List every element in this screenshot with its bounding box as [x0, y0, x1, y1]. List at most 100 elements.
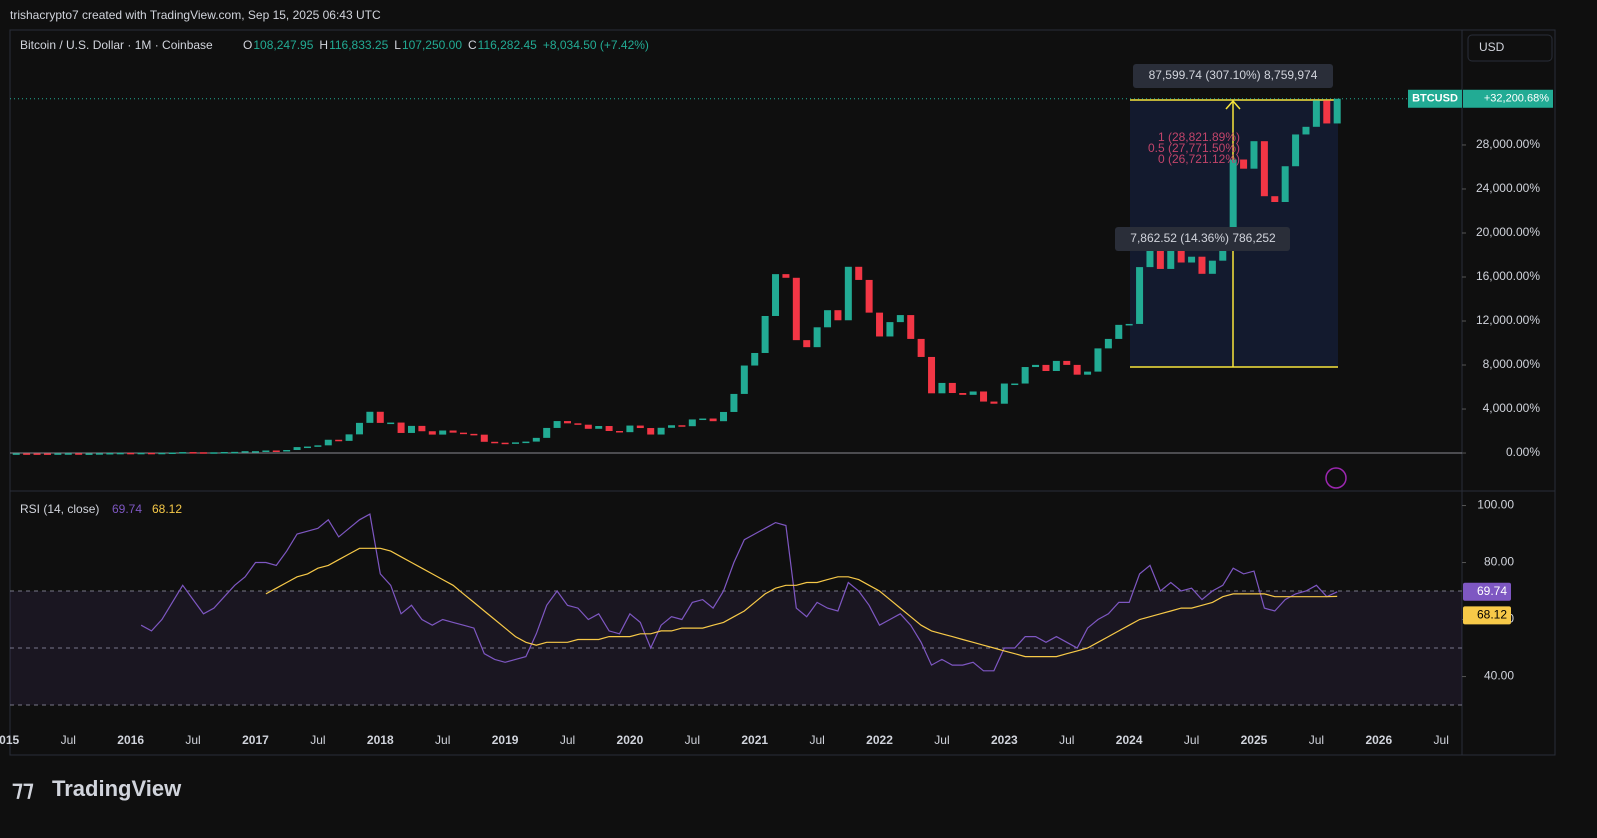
legend-key: O	[243, 38, 252, 52]
candle	[335, 439, 343, 442]
candle	[1156, 236, 1164, 269]
candle	[772, 274, 780, 316]
candle	[647, 428, 655, 435]
candle	[699, 418, 707, 421]
candle	[1125, 323, 1133, 326]
x-tick-label: Jul	[435, 733, 450, 747]
candle	[168, 452, 176, 455]
x-tick-label: 2024	[1116, 733, 1143, 747]
legend-value: 108,247.95	[253, 38, 313, 52]
candle	[1188, 256, 1196, 263]
candle	[1073, 364, 1081, 375]
candle	[293, 447, 301, 451]
rsi-ma-value: 68.12	[152, 502, 182, 516]
candle	[64, 453, 72, 455]
candle	[605, 426, 613, 431]
alert-icon[interactable]	[1325, 467, 1347, 489]
candle	[1063, 360, 1071, 365]
candle	[199, 452, 207, 454]
candle	[1323, 100, 1331, 124]
candle	[189, 452, 197, 454]
candle	[896, 315, 904, 323]
arrow-head	[1225, 99, 1241, 110]
candle	[106, 452, 114, 455]
candle	[147, 452, 155, 455]
candle	[1271, 196, 1279, 202]
candle	[1032, 364, 1040, 368]
candle	[907, 315, 915, 339]
candle	[678, 425, 686, 427]
frame	[9, 29, 1556, 756]
candle	[553, 421, 561, 428]
y-tick-label: 16,000.00%	[1476, 269, 1540, 283]
candle	[459, 432, 467, 435]
candle	[1229, 159, 1237, 240]
candle	[272, 450, 280, 452]
legend-key: L	[394, 38, 401, 52]
y-tick-label: 8,000.00%	[1483, 357, 1541, 371]
legend-change: +8,034.50 (+7.42%)	[543, 38, 649, 52]
x-tick-label: 2025	[1241, 733, 1268, 747]
x-tick-label: Jul	[1059, 733, 1074, 747]
price-tag	[1463, 89, 1553, 108]
candle	[668, 425, 676, 428]
symbol-tag-text: BTCUSD	[1412, 93, 1458, 105]
candle	[595, 426, 603, 429]
rsi-line	[265, 547, 1338, 658]
candle	[1281, 166, 1289, 202]
candle	[355, 422, 363, 435]
candle	[439, 430, 447, 435]
measure-top-label: 87,599.74 (307.10%) 8,759,974	[1149, 68, 1318, 82]
candle	[1000, 383, 1008, 404]
annotations: 87,599.74 (307.10%) 8,759,974 7,862.52 (…	[1115, 64, 1333, 251]
candle	[969, 391, 977, 395]
candle	[137, 452, 145, 455]
candle	[959, 393, 967, 395]
x-tick-label: Jul	[185, 733, 200, 747]
candle	[418, 425, 426, 432]
candle	[1115, 324, 1123, 339]
candle	[564, 421, 572, 424]
candle	[1146, 236, 1154, 268]
candle	[1177, 247, 1185, 263]
candle	[865, 279, 873, 313]
legend-key: C	[468, 38, 477, 52]
candle	[1198, 256, 1206, 274]
candle	[1240, 159, 1248, 169]
candle	[636, 425, 644, 429]
brand: TradingView	[52, 776, 182, 801]
y-tick-label: 0.00%	[1506, 445, 1540, 459]
candle	[574, 423, 582, 425]
candle	[709, 418, 717, 422]
candle	[1250, 141, 1258, 169]
x-tick-label: 2016	[117, 733, 144, 747]
candle	[522, 441, 530, 444]
candle	[1021, 367, 1029, 384]
candle	[491, 441, 499, 444]
candle	[1302, 126, 1310, 135]
rsi-tag-text: 68.12	[1477, 608, 1507, 622]
rsi-tag-text: 69.74	[1477, 584, 1507, 598]
candle	[428, 431, 436, 435]
fib-label: 1 (28,821.89%)	[1158, 130, 1240, 144]
rsi-tag	[1463, 606, 1511, 625]
candle	[75, 453, 83, 455]
candle	[54, 453, 62, 455]
candle	[1260, 141, 1268, 197]
candle	[407, 425, 415, 433]
candle	[657, 427, 665, 435]
x-tick-label: 2022	[866, 733, 893, 747]
candle	[761, 315, 769, 353]
candle	[251, 451, 259, 453]
x-tick-label: 2026	[1365, 733, 1392, 747]
label-box	[1133, 64, 1333, 88]
currency-button[interactable]	[1467, 34, 1553, 62]
x-tick-label: Jul	[934, 733, 949, 747]
x-tick-label: Jul	[560, 733, 575, 747]
x-tick-label: 2018	[367, 733, 394, 747]
fib-label: 0 (26,721.12%)	[1158, 152, 1240, 166]
candle	[1167, 247, 1175, 269]
